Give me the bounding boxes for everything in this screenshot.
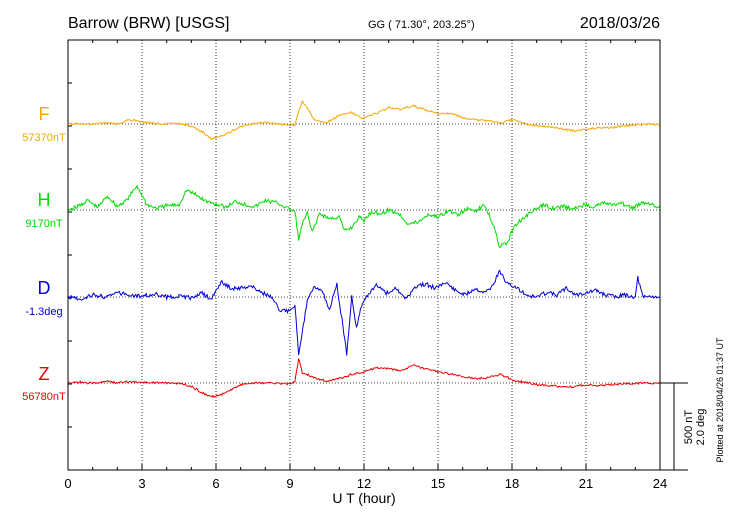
coordinates-label: GG ( 71.30°, 203.25°) — [368, 19, 475, 31]
scale-nt-label: 500 nT — [683, 410, 695, 445]
x-tick-label: 24 — [653, 476, 667, 491]
x-axis-label: U T (hour) — [332, 490, 395, 506]
trace-f — [67, 99, 661, 141]
plotted-timestamp: Plotted at 2018/04/26 01:37 UT — [715, 337, 725, 463]
date-label: 2018/03/26 — [580, 15, 660, 32]
series-name-f: F — [39, 104, 50, 124]
series-name-d: D — [38, 278, 51, 298]
series-name-h: H — [38, 190, 51, 210]
x-tick-label: 0 — [64, 476, 71, 491]
scale-deg-label: 2.0 deg — [695, 409, 707, 446]
x-tick-label: 9 — [286, 476, 293, 491]
series-name-z: Z — [39, 364, 50, 384]
x-tick-label: 3 — [138, 476, 145, 491]
series-baseline-f: 57370nT — [22, 132, 66, 144]
scale-bar: 500 nT 2.0 deg — [660, 382, 707, 471]
series-baseline-z: 56780nT — [22, 391, 66, 403]
x-tick-label: 15 — [431, 476, 445, 491]
x-axis-ticks: 0 3 6 9 12 15 18 21 24 — [64, 40, 667, 491]
x-tick-label: 18 — [505, 476, 519, 491]
plot-frame — [67, 39, 661, 471]
grid-lines — [141, 40, 587, 470]
station-title: Barrow (BRW) [USGS] — [68, 15, 230, 32]
traces — [67, 99, 661, 398]
x-tick-label: 6 — [212, 476, 219, 491]
series-baseline-d: -1.3deg — [25, 306, 62, 318]
series-labels: F 57370nT H 9170nT D -1.3deg Z 56780nT — [22, 104, 66, 403]
trace-d — [67, 269, 661, 356]
x-tick-label: 12 — [357, 476, 371, 491]
trace-z — [67, 358, 661, 398]
x-tick-label: 21 — [579, 476, 593, 491]
trace-h — [67, 184, 661, 249]
series-baseline-h: 9170nT — [25, 218, 63, 230]
